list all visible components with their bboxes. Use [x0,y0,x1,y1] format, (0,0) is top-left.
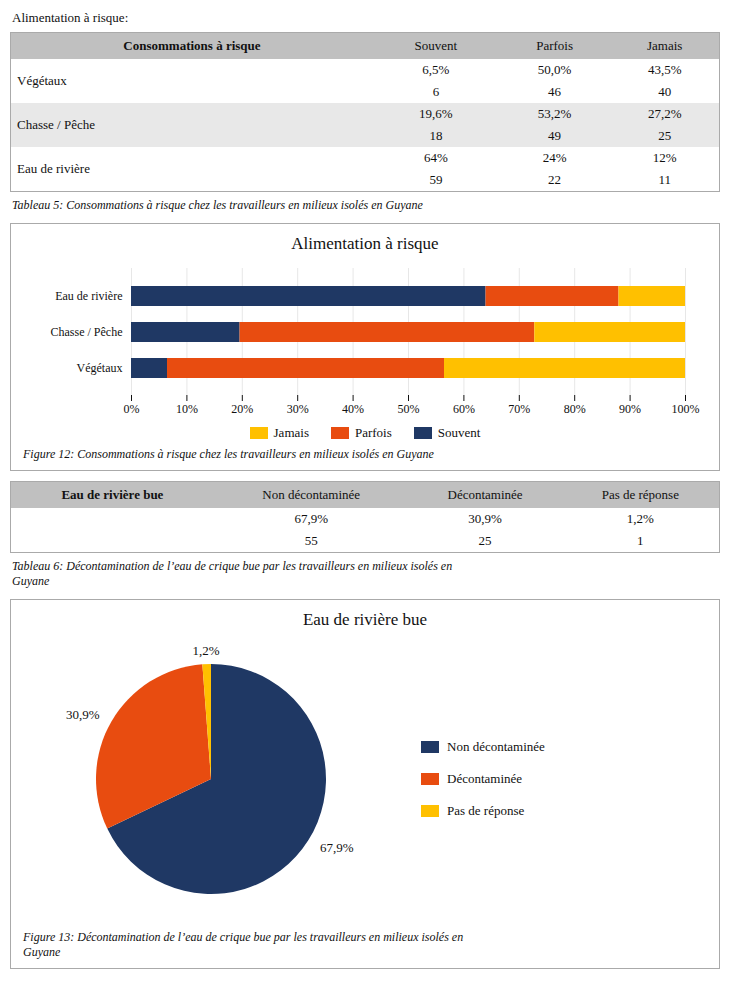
html-text:Eau de rivière: Eau de rivière [17,161,90,176]
svg-text:20%: 20% [231,402,253,416]
svg-text:30%: 30% [287,402,309,416]
html-text:Alimentation à risque:: Alimentation à risque: [12,10,129,25]
svg-text:10%: 10% [176,402,198,416]
html-text:6: 6 [432,84,440,99]
html-text:49: 49 [548,128,562,143]
html-text:43,5%: 43,5% [647,62,682,77]
svg-text:100%: 100% [672,402,700,416]
svg-text:0%: 0% [124,402,140,416]
html-text:Pas de réponse: Pas de réponse [601,487,679,502]
html-text:50,0%: 50,0% [537,62,572,77]
html-text:24%: 24% [542,150,567,165]
html-text:Végétaux: Végétaux [17,73,67,88]
html-text:18: 18 [429,128,443,143]
svg-text:50%: 50% [398,402,420,416]
html-text:40: 40 [658,84,672,99]
html-text:Décontaminée: Décontaminée [447,487,523,502]
html-text:19,6%: 19,6% [419,106,453,121]
html-text:Tableau 5: Consommations à ris: Tableau 5: Consommations à risque chez l… [12,198,423,212]
html-text:Non décontaminée: Non décontaminée [262,487,361,502]
svg-text:Végétaux: Végétaux [77,361,123,375]
html-text:Figure 12: Consommations à ris: Figure 12: Consommations à risque chez l… [23,447,434,461]
html-text:Tableau 6: Décontamination de: Tableau 6: Décontamination de l’eau de c… [12,559,453,588]
svg-text:30,9%: 30,9% [66,707,100,722]
html-text:1: 1 [637,533,644,548]
html-text:55: 55 [304,533,318,548]
html-text:25: 25 [478,533,492,548]
html-text:Souvent: Souvent [437,425,481,440]
svg-text:67,9%: 67,9% [320,840,354,855]
html-text:Pas de réponse: Pas de réponse [447,803,525,818]
html-text:1,2%: 1,2% [626,511,654,526]
html-text:46: 46 [548,84,562,99]
svg-text:Eau de rivière: Eau de rivière [55,289,122,303]
html-text:Parfois: Parfois [536,38,573,53]
html-text:64%: 64% [424,150,448,165]
html-text:6,5%: 6,5% [422,62,450,77]
html-text:Décontaminée: Décontaminée [447,771,523,786]
html-text:53,2%: 53,2% [537,106,572,121]
html-text:Eau de rivière bue: Eau de rivière bue [302,610,428,629]
svg-text:70%: 70% [508,402,530,416]
html-text:Jamais: Jamais [273,425,309,440]
html-text:11: 11 [658,172,671,187]
svg-text:90%: 90% [619,402,641,416]
svg-text:1,2%: 1,2% [193,643,220,658]
html-text:12%: 12% [652,150,677,165]
html-text:Consommations à risque: Consommations à risque [123,38,261,53]
html-text:Jamais: Jamais [647,38,683,53]
html-text:30,9%: 30,9% [468,511,502,526]
html-text:22: 22 [548,172,562,187]
html-text:Souvent: Souvent [414,38,458,53]
html-text:Parfois: Parfois [355,425,392,440]
svg-text:40%: 40% [342,402,364,416]
html-text:25: 25 [658,128,672,143]
html-text:Chasse / Pêche: Chasse / Pêche [17,117,95,132]
html-text:67,9%: 67,9% [294,511,328,526]
svg-text:80%: 80% [564,402,586,416]
html-text:27,2%: 27,2% [647,106,682,121]
html-text:Alimentation à risque: Alimentation à risque [291,234,439,253]
html-text:Non décontaminée: Non décontaminée [447,739,545,754]
html-text:Figure 13: Décontamination de: Figure 13: Décontamination de l’eau de c… [23,930,464,959]
html-text:Eau de rivière bue: Eau de rivière bue [61,487,164,502]
svg-text:Chasse / Pêche: Chasse / Pêche [51,325,123,339]
svg-text:60%: 60% [453,402,475,416]
html-text:59: 59 [429,172,443,187]
